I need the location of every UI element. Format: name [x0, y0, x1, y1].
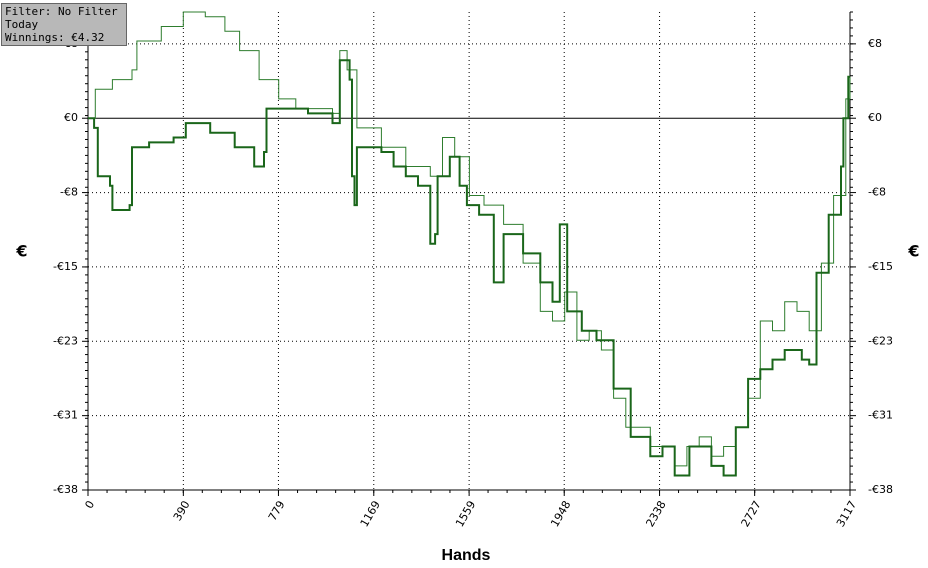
y2-tick-label: €8: [868, 37, 882, 50]
info-line: Winnings: €4.32: [5, 31, 105, 44]
x-tick-label: 2338: [643, 499, 668, 530]
y-tick-label: -€8: [60, 186, 78, 199]
x-tick-label: 1169: [358, 499, 383, 530]
y2-tick-label: -€23: [868, 334, 893, 347]
y2-tick-label: €0: [868, 111, 882, 124]
y-tick-label: -€38: [53, 483, 78, 496]
info-box: Filter: No Filter Today Winnings: €4.32: [1, 3, 127, 46]
x-tick-label: 779: [266, 499, 288, 524]
y2-tick-label: -€38: [868, 483, 893, 496]
info-line: Filter: No Filter: [5, 5, 118, 18]
y-tick-label: -€15: [53, 260, 78, 273]
y2-tick-label: -€31: [868, 409, 893, 422]
y-axis-label: €: [15, 242, 27, 261]
y2-tick-label: -€8: [868, 186, 886, 199]
y-tick-label: -€31: [53, 409, 78, 422]
y-tick-label: -€23: [53, 334, 78, 347]
x-axis-label: Hands: [442, 547, 491, 564]
x-tick-label: 3117: [834, 499, 859, 530]
y-tick-label: €0: [64, 111, 78, 124]
info-line: Today: [5, 18, 39, 31]
x-tick-label: 2727: [739, 499, 764, 530]
x-tick-label: 1948: [548, 499, 573, 530]
x-tick-label: 1559: [453, 499, 478, 530]
y2-tick-label: -€15: [868, 260, 893, 273]
y2-axis-label: €: [907, 242, 919, 261]
x-tick-label: 390: [171, 499, 193, 524]
x-tick-label: 0: [82, 499, 97, 512]
winnings-line: [88, 59, 850, 477]
